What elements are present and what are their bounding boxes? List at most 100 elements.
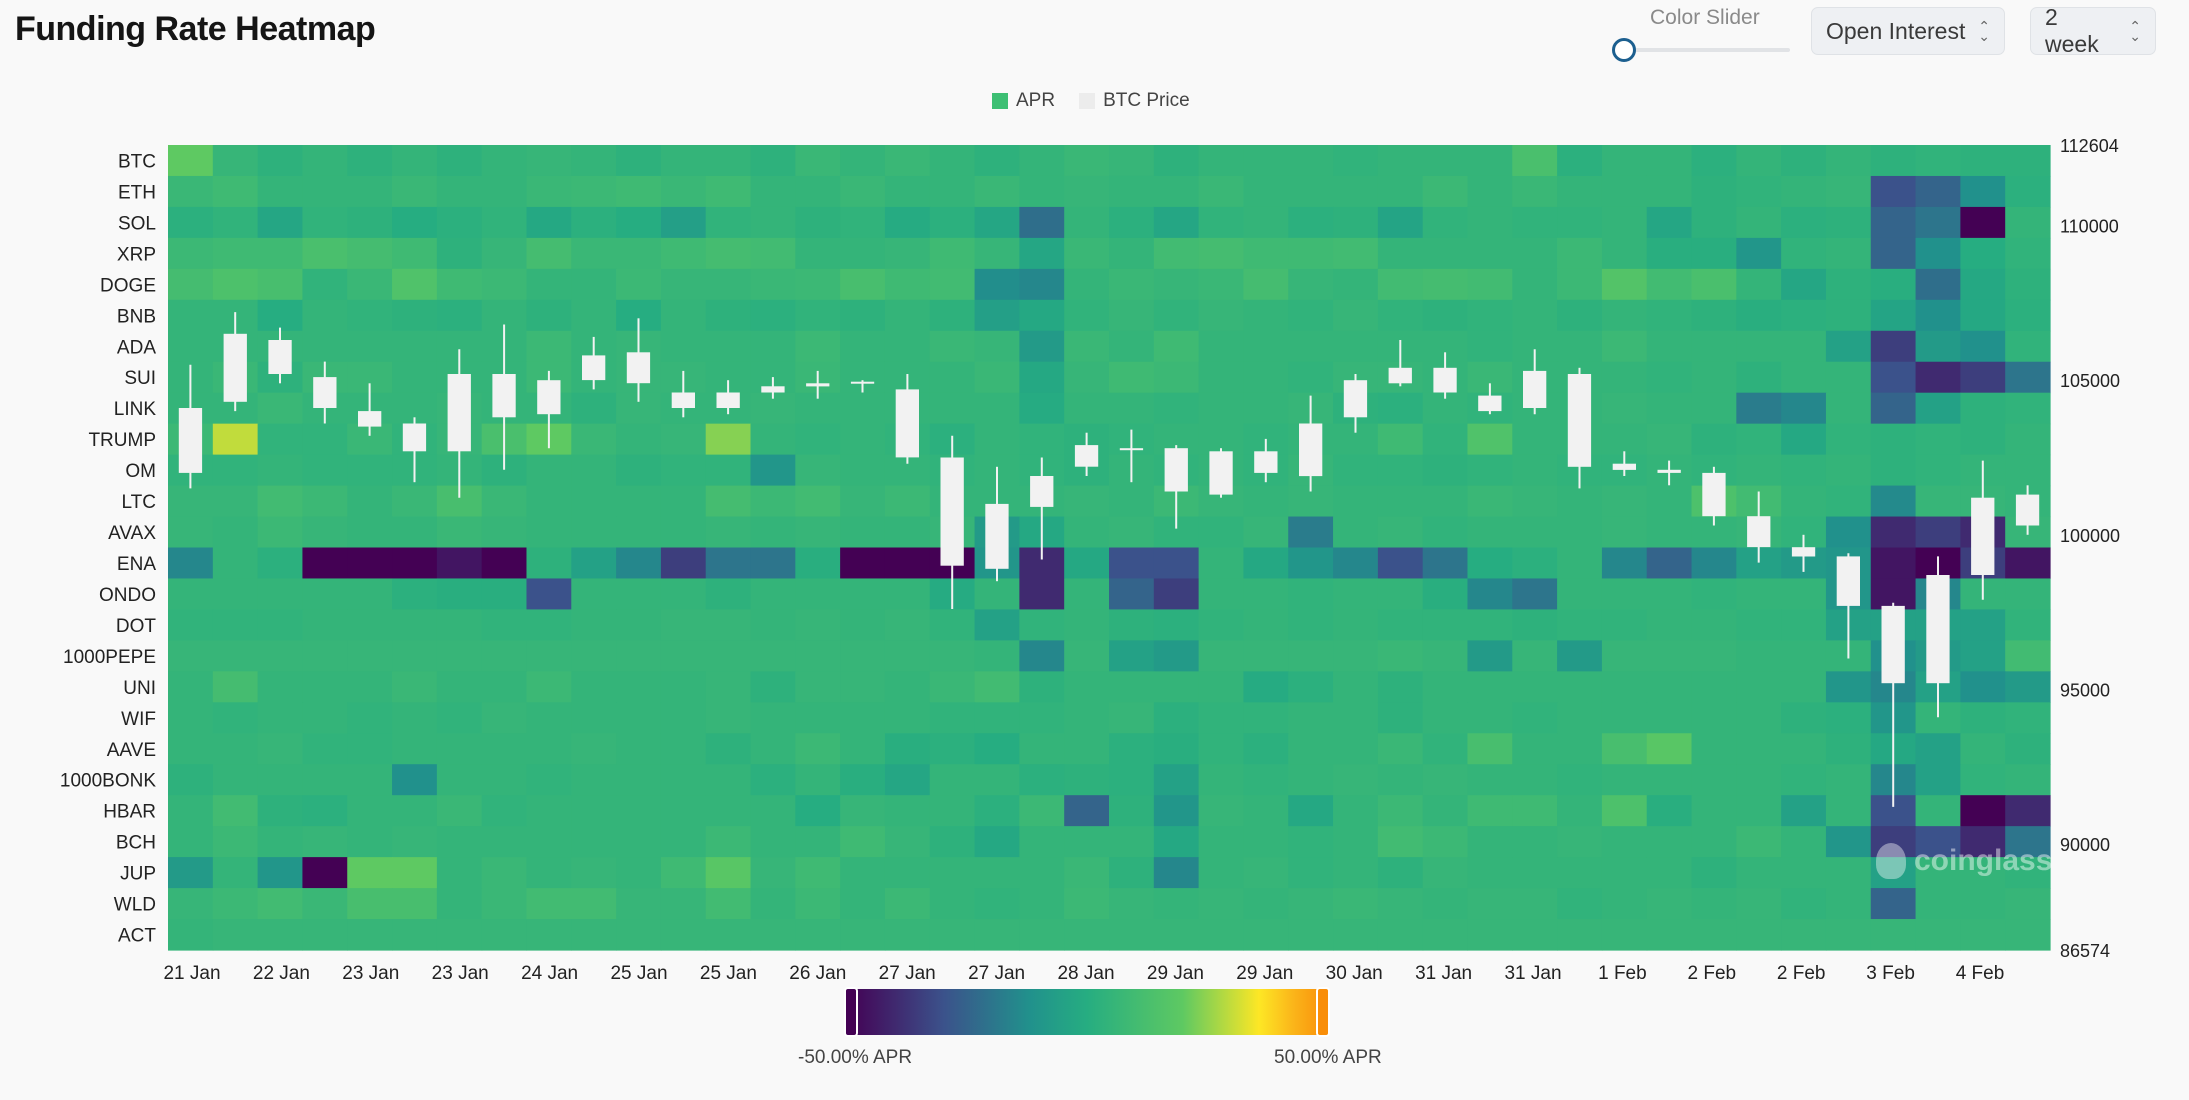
heatmap-cell[interactable] [974,237,1020,270]
heatmap-cell[interactable] [392,206,438,239]
heatmap-cell[interactable] [1736,609,1782,641]
heatmap-cell[interactable] [436,268,483,301]
heatmap-cell[interactable] [436,609,483,641]
heatmap-cell[interactable] [1019,826,1065,858]
heatmap-cell[interactable] [2005,175,2051,208]
heatmap-cell[interactable] [1064,702,1110,734]
heatmap-cell[interactable] [1512,423,1558,456]
heatmap-cell[interactable] [347,826,393,858]
heatmap-cell[interactable] [840,578,886,611]
heatmap-cell[interactable] [347,268,393,301]
heatmap-cell[interactable] [436,175,483,208]
heatmap-cell[interactable] [1467,640,1513,672]
heatmap-cell[interactable] [302,237,348,270]
heatmap-cell[interactable] [302,671,348,703]
heatmap-cell[interactable] [1288,826,1334,858]
heatmap-cell[interactable] [1781,485,1827,518]
heatmap-cell[interactable] [347,145,393,177]
heatmap-cell[interactable] [526,145,572,177]
color-slider[interactable]: Color Slider [1608,4,1790,64]
heatmap-cell[interactable] [392,702,438,734]
heatmap-cell[interactable] [257,237,304,270]
heatmap-cell[interactable] [1019,857,1065,889]
heatmap-cell[interactable] [795,516,841,549]
heatmap-cell[interactable] [347,640,393,672]
heatmap-cell[interactable] [436,733,483,765]
heatmap-cell[interactable] [436,547,483,580]
heatmap-cell[interactable] [1153,888,1200,920]
heatmap-cell[interactable] [2005,392,2051,425]
heatmap-cell[interactable] [1601,640,1648,672]
heatmap-cell[interactable] [481,857,528,889]
heatmap-cell[interactable] [436,702,483,734]
heatmap-cell[interactable] [1601,516,1648,549]
heatmap-cell[interactable] [1333,888,1379,920]
heatmap-cell[interactable] [1736,888,1782,920]
heatmap-cell[interactable] [1377,578,1424,611]
heatmap-cell[interactable] [1288,547,1334,580]
heatmap-cell[interactable] [1691,702,1737,734]
heatmap-cell[interactable] [1646,299,1693,332]
heatmap-cell[interactable] [974,764,1020,796]
heatmap-cell[interactable] [1870,361,1917,394]
heatmap-cell[interactable] [1019,423,1065,456]
heatmap-cell[interactable] [660,671,707,703]
heatmap-cell[interactable] [1243,361,1289,394]
heatmap-cell[interactable] [1646,206,1693,239]
heatmap-cell[interactable] [1736,826,1782,858]
heatmap-cell[interactable] [1467,145,1513,177]
color-slider-thumb[interactable] [1612,38,1636,62]
heatmap-cell[interactable] [1601,268,1648,301]
heatmap-cell[interactable] [302,578,348,611]
candle-body[interactable] [985,503,1009,569]
heatmap-cell[interactable] [1691,578,1737,611]
heatmap-cell[interactable] [1960,299,2006,332]
heatmap-cell[interactable] [481,888,528,920]
heatmap-cell[interactable] [1109,919,1155,951]
heatmap-cell[interactable] [1377,888,1424,920]
heatmap-cell[interactable] [1825,826,1872,858]
heatmap-cell[interactable] [1646,609,1693,641]
heatmap-cell[interactable] [2005,299,2051,332]
heatmap-cell[interactable] [436,237,483,270]
heatmap-cell[interactable] [2005,826,2051,858]
candle-body[interactable] [1254,451,1278,473]
heatmap-cell[interactable] [660,206,707,239]
heatmap-cell[interactable] [392,764,438,796]
heatmap-cell[interactable] [1960,361,2006,394]
heatmap-cell[interactable] [571,392,617,425]
heatmap-cell[interactable] [1960,145,2006,177]
heatmap-cell[interactable] [1064,392,1110,425]
heatmap-cell[interactable] [1915,516,1961,549]
heatmap-cell[interactable] [840,237,886,270]
heatmap-cell[interactable] [571,640,617,672]
heatmap-cell[interactable] [660,516,707,549]
heatmap-cell[interactable] [1109,206,1155,239]
heatmap-cell[interactable] [1243,795,1289,827]
heatmap-cell[interactable] [1019,361,1065,394]
heatmap-cell[interactable] [392,485,438,518]
heatmap-cell[interactable] [436,640,483,672]
heatmap-cell[interactable] [257,640,304,672]
heatmap-cell[interactable] [1198,795,1245,827]
heatmap-cell[interactable] [571,857,617,889]
heatmap-cell[interactable] [1512,764,1558,796]
candle-body[interactable] [402,423,427,452]
heatmap-cell[interactable] [705,268,752,301]
heatmap-cell[interactable] [795,826,841,858]
heatmap-cell[interactable] [705,857,752,889]
heatmap-cell[interactable] [1243,733,1289,765]
heatmap-cell[interactable] [481,578,528,611]
heatmap-cell[interactable] [750,919,796,951]
heatmap-cell[interactable] [526,206,572,239]
heatmap-cell[interactable] [840,640,886,672]
heatmap-cell[interactable] [1557,330,1603,363]
heatmap-cell[interactable] [1333,733,1379,765]
heatmap-cell[interactable] [168,826,214,858]
heatmap-cell[interactable] [168,795,214,827]
heatmap-cell[interactable] [212,671,259,703]
candle-body[interactable] [1299,423,1323,477]
heatmap-cell[interactable] [347,299,393,332]
heatmap-cell[interactable] [1109,268,1155,301]
heatmap-cell[interactable] [1153,299,1200,332]
